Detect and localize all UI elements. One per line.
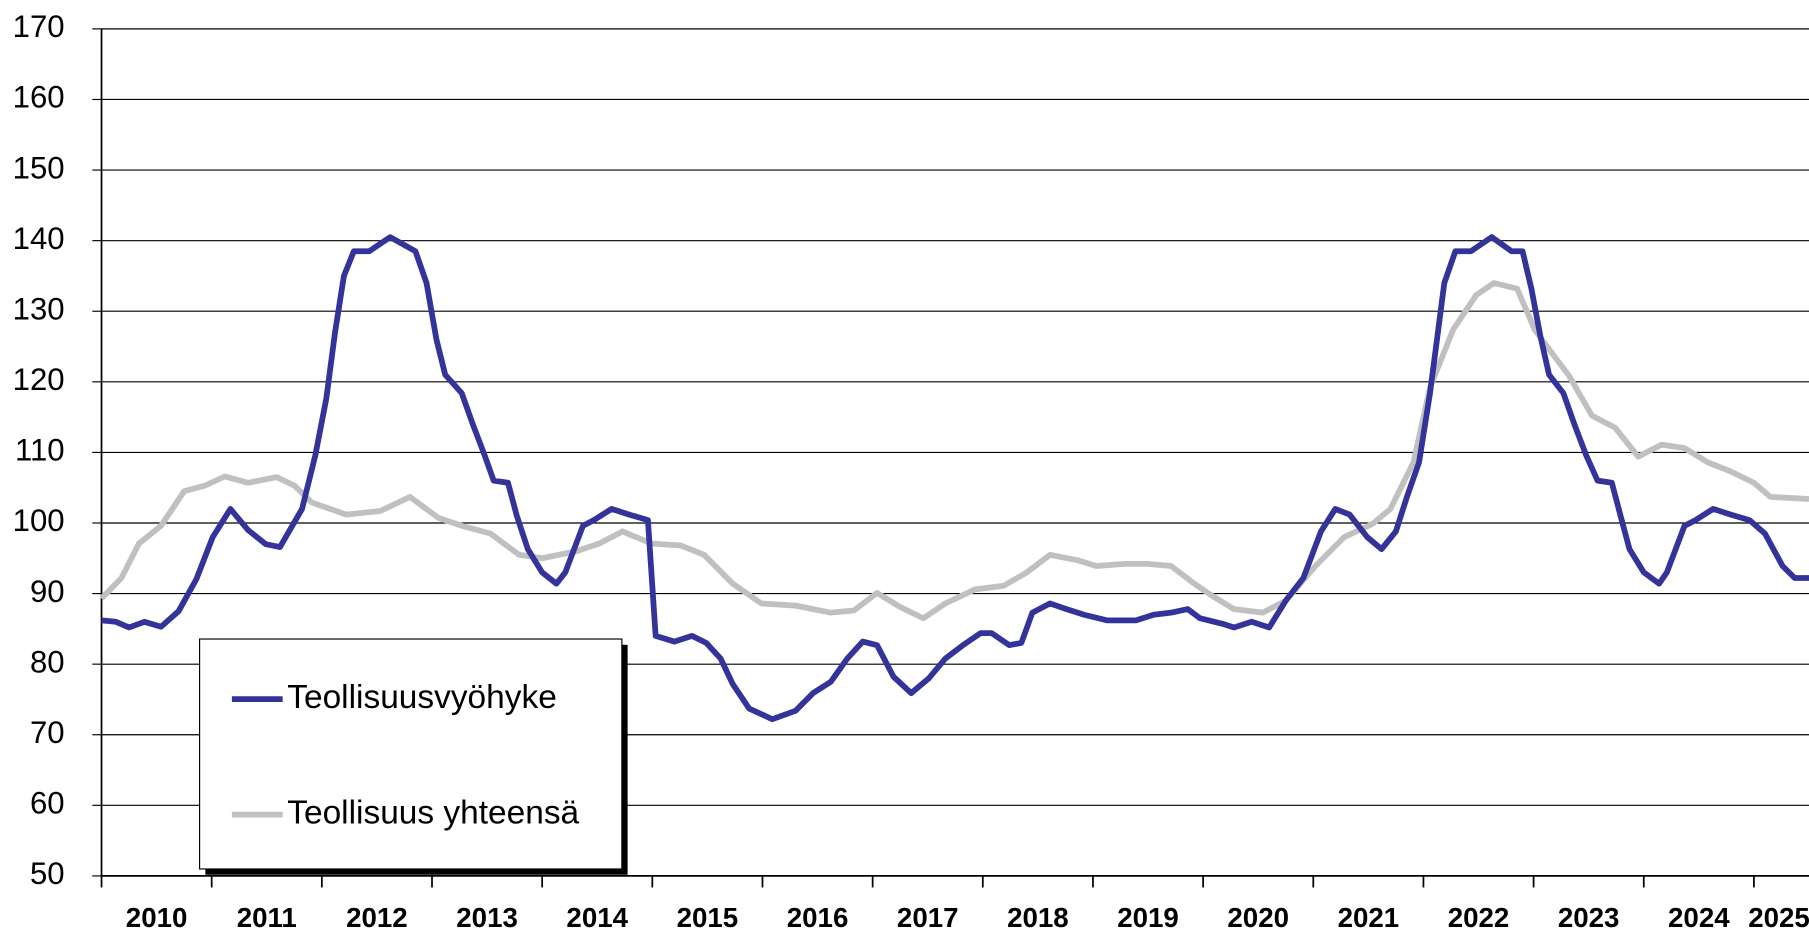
y-tick-label: 70	[30, 715, 65, 750]
y-tick-label: 130	[13, 291, 65, 326]
x-tick-label: 2010	[126, 902, 188, 933]
x-tick-label: 2022	[1448, 902, 1510, 933]
y-tick-label: 90	[30, 574, 65, 609]
legend-box	[199, 638, 623, 870]
y-tick-label: 100	[13, 503, 65, 538]
line-series	[101, 234, 1809, 723]
x-tick-label: 2011	[237, 902, 297, 933]
x-tick-label: 2020	[1227, 902, 1289, 933]
x-tick-label: 2013	[456, 902, 518, 933]
x-tick-label: 2014	[566, 902, 628, 933]
x-tick-label: 2017	[897, 902, 959, 933]
x-tick-label: 2018	[1007, 902, 1069, 933]
y-tick-label: 60	[30, 786, 65, 821]
x-tick-label: 2024	[1668, 902, 1730, 933]
y-tick-label: 140	[13, 221, 65, 256]
legend-label: Teollisuus yhteensä	[287, 794, 579, 831]
x-tick-label: 2016	[787, 902, 849, 933]
x-tick-label: 2025	[1748, 902, 1809, 933]
x-tick-label: 2019	[1117, 902, 1179, 933]
y-tick-label: 110	[15, 433, 65, 468]
y-tick-label: 160	[13, 80, 65, 115]
y-tick-label: 120	[13, 362, 65, 397]
x-tick-label: 2023	[1558, 902, 1620, 933]
line-series	[99, 280, 1809, 622]
legend-label: Teollisuusvyöhyke	[287, 679, 557, 716]
x-tick-label: 2012	[346, 902, 408, 933]
y-tick-label: 170	[13, 9, 65, 44]
x-tick-label: 2021	[1338, 902, 1400, 933]
x-tick-label: 2015	[677, 902, 739, 933]
y-tick-label: 80	[30, 644, 65, 679]
y-tick-label: 50	[30, 856, 65, 891]
y-tick-label: 150	[13, 150, 65, 185]
